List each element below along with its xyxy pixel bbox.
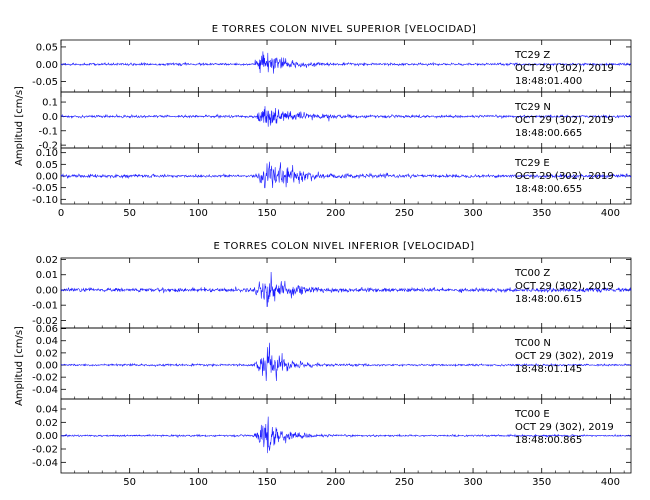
time-label: 18:48:01.145 [515, 364, 582, 375]
y-tick-label: -0.05 [32, 77, 58, 88]
x-axis: 0 50 100 150 200 250 300 350 400 [58, 40, 625, 219]
trace-panel-tc00-n: 0.060.040.02 0.00-0.02-0.04 TC00 N OCT 29 (… [32, 324, 632, 400]
y-tick-label: 0.1 [42, 98, 58, 109]
waveform-line [60, 416, 632, 454]
upper-level-chart: E TORRES COLON NIVEL SUPERIOR [VELOCIDAD… [14, 24, 632, 219]
y-tick-label: -0.1 [38, 126, 58, 137]
waveform-line [60, 271, 632, 307]
station-label: TC00 N [514, 338, 551, 349]
y-tick-label: 0.01 [36, 270, 58, 281]
station-label: TC29 E [514, 158, 550, 169]
y-tick-label: 0.02 [36, 348, 58, 359]
time-label: 18:48:00.865 [515, 435, 582, 446]
x-tick-label: 100 [189, 477, 208, 488]
y-tick-label: -0.04 [32, 458, 58, 469]
y-tick-label: 0.04 [36, 336, 58, 347]
x-tick-label: 50 [123, 208, 136, 219]
date-label: OCT 29 (302), 2019 [515, 351, 614, 362]
x-tick-label: 250 [395, 208, 414, 219]
date-label: OCT 29 (302), 2019 [515, 422, 614, 433]
lower-level-chart: E TORRES COLON NIVEL INFERIOR [VELOCIDAD… [14, 241, 632, 488]
y-tick-label: -0.10 [32, 195, 58, 206]
y-tick-label: 0.04 [36, 405, 58, 416]
y-axis-label: Amplitud [cm/s] [14, 86, 25, 166]
station-label: TC29 N [514, 102, 551, 113]
x-tick-label: 350 [532, 477, 551, 488]
y-tick-label: -0.02 [32, 316, 58, 327]
y-tick-label: 0.10 [36, 148, 58, 159]
x-tick-label: 200 [326, 208, 345, 219]
y-tick-label: 0.05 [36, 160, 58, 171]
y-tick-label: -0.02 [32, 373, 58, 384]
y-tick-label: 0.00 [36, 431, 58, 442]
x-tick-label: 50 [123, 477, 136, 488]
trace-panel-tc29-n: 0.1 0.0 -0.1 -0.2 TC29 N OCT 29 (302), 2019 18… [38, 91, 632, 152]
y-tick-label: -0.04 [32, 385, 58, 396]
waveform-line [60, 342, 632, 382]
x-tick-label: 400 [601, 208, 620, 219]
chart-title: E TORRES COLON NIVEL SUPERIOR [VELOCIDAD… [212, 24, 477, 35]
x-tick-label: 150 [257, 477, 276, 488]
x-tick-label: 400 [601, 477, 620, 488]
station-label: TC00 Z [514, 268, 550, 279]
date-label: OCT 29 (302), 2019 [515, 115, 614, 126]
trace-panel-tc00-e: 0.04 0.02 0.00 -0.02 -0.04 TC00 E OCT 29 (302)… [32, 398, 632, 474]
y-tick-label: 0.02 [36, 418, 58, 429]
chart-title: E TORRES COLON NIVEL INFERIOR [VELOCIDAD… [213, 241, 474, 252]
station-label: TC00 E [514, 409, 550, 420]
x-tick-label: 200 [326, 477, 345, 488]
date-label: OCT 29 (302), 2019 [515, 63, 614, 74]
y-tick-label: 0.00 [36, 172, 58, 183]
x-tick-label: 100 [189, 208, 208, 219]
x-axis: 50 100 150 200 250 300 350 400 [74, 258, 625, 488]
waveform-line [60, 106, 632, 127]
y-tick-label: 0.00 [36, 285, 58, 296]
time-label: 18:48:01.400 [515, 76, 582, 87]
waveform-line [60, 51, 632, 74]
y-tick-label: 0.05 [36, 42, 58, 53]
trace-panel-tc29-z: 0.05 0.00 -0.05 TC29 Z OCT 29 (302), 2019 18:… [32, 39, 632, 93]
time-label: 18:48:00.665 [515, 128, 582, 139]
y-tick-label: 0.06 [36, 324, 58, 335]
y-tick-label: 0.02 [36, 255, 58, 266]
station-label: TC29 Z [514, 50, 550, 61]
waveform-line [60, 161, 632, 189]
y-axis-label: Amplitud [cm/s] [14, 326, 25, 406]
y-tick-label: -0.02 [32, 445, 58, 456]
x-tick-label: 300 [464, 208, 483, 219]
y-tick-label: 0.00 [36, 361, 58, 372]
date-label: OCT 29 (302), 2019 [515, 171, 614, 182]
trace-panel-tc29-e: 0.100.050.00-0.05-0.10 TC29 E OCT 29 (302)… [32, 147, 632, 206]
x-tick-label: 0 [58, 208, 64, 219]
x-tick-label: 300 [464, 477, 483, 488]
time-label: 18:48:00.655 [515, 184, 582, 195]
time-label: 18:48:00.615 [515, 294, 582, 305]
y-tick-label: 0.0 [42, 112, 58, 123]
x-tick-label: 150 [257, 208, 276, 219]
x-tick-label: 250 [395, 477, 414, 488]
y-tick-label: -0.2 [38, 141, 58, 152]
trace-panel-tc00-z: 0.02 0.01 0.00 -0.01 -0.02 TC00 Z OCT 29 (302)… [32, 255, 632, 329]
y-tick-label: 0.00 [36, 60, 58, 71]
y-tick-label: -0.01 [32, 301, 58, 312]
x-tick-label: 350 [532, 208, 551, 219]
trace-panels: 0.02 0.01 0.00 -0.01 -0.02 TC00 Z OCT 29 (302)… [32, 255, 632, 474]
date-label: OCT 29 (302), 2019 [515, 281, 614, 292]
y-tick-label: -0.05 [32, 183, 58, 194]
